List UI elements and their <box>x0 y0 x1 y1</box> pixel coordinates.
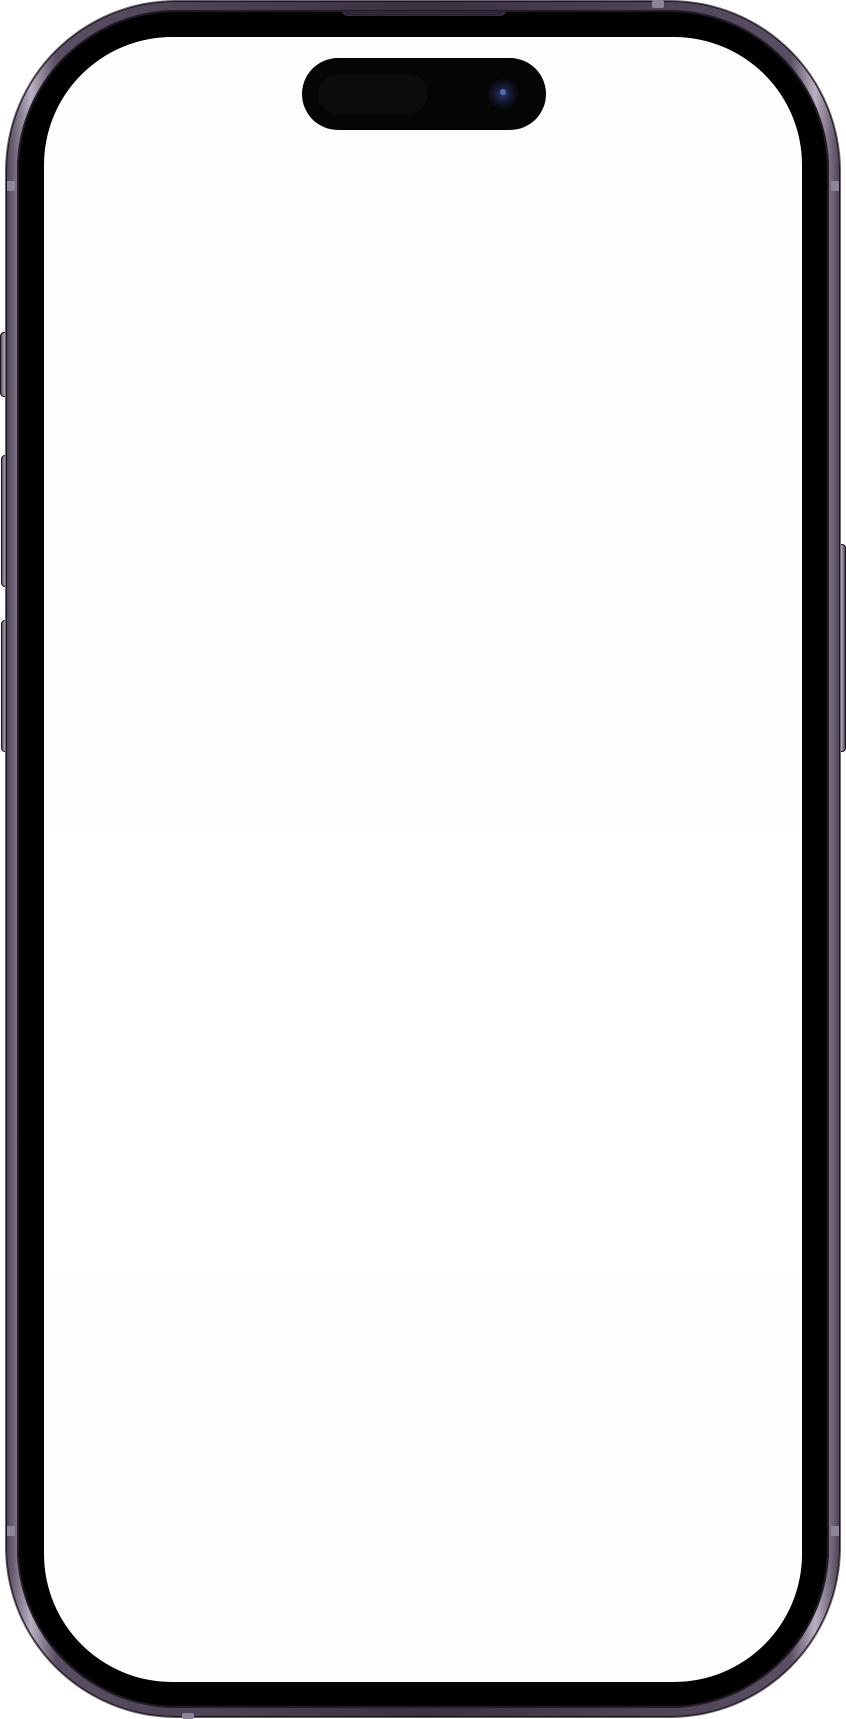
earpiece-speaker-slot <box>342 11 506 16</box>
antenna-band-left-top <box>7 181 15 191</box>
antenna-band-right-bottom <box>831 1526 839 1536</box>
antenna-band-left-bottom <box>7 1526 15 1536</box>
antenna-band-bottom <box>182 1713 194 1719</box>
face-id-sensor-icon <box>318 74 428 114</box>
antenna-band-top <box>652 0 664 8</box>
front-camera-icon <box>488 79 518 109</box>
antenna-band-right-top <box>831 181 839 191</box>
dynamic-island <box>302 58 546 130</box>
screen-area <box>44 37 802 1682</box>
